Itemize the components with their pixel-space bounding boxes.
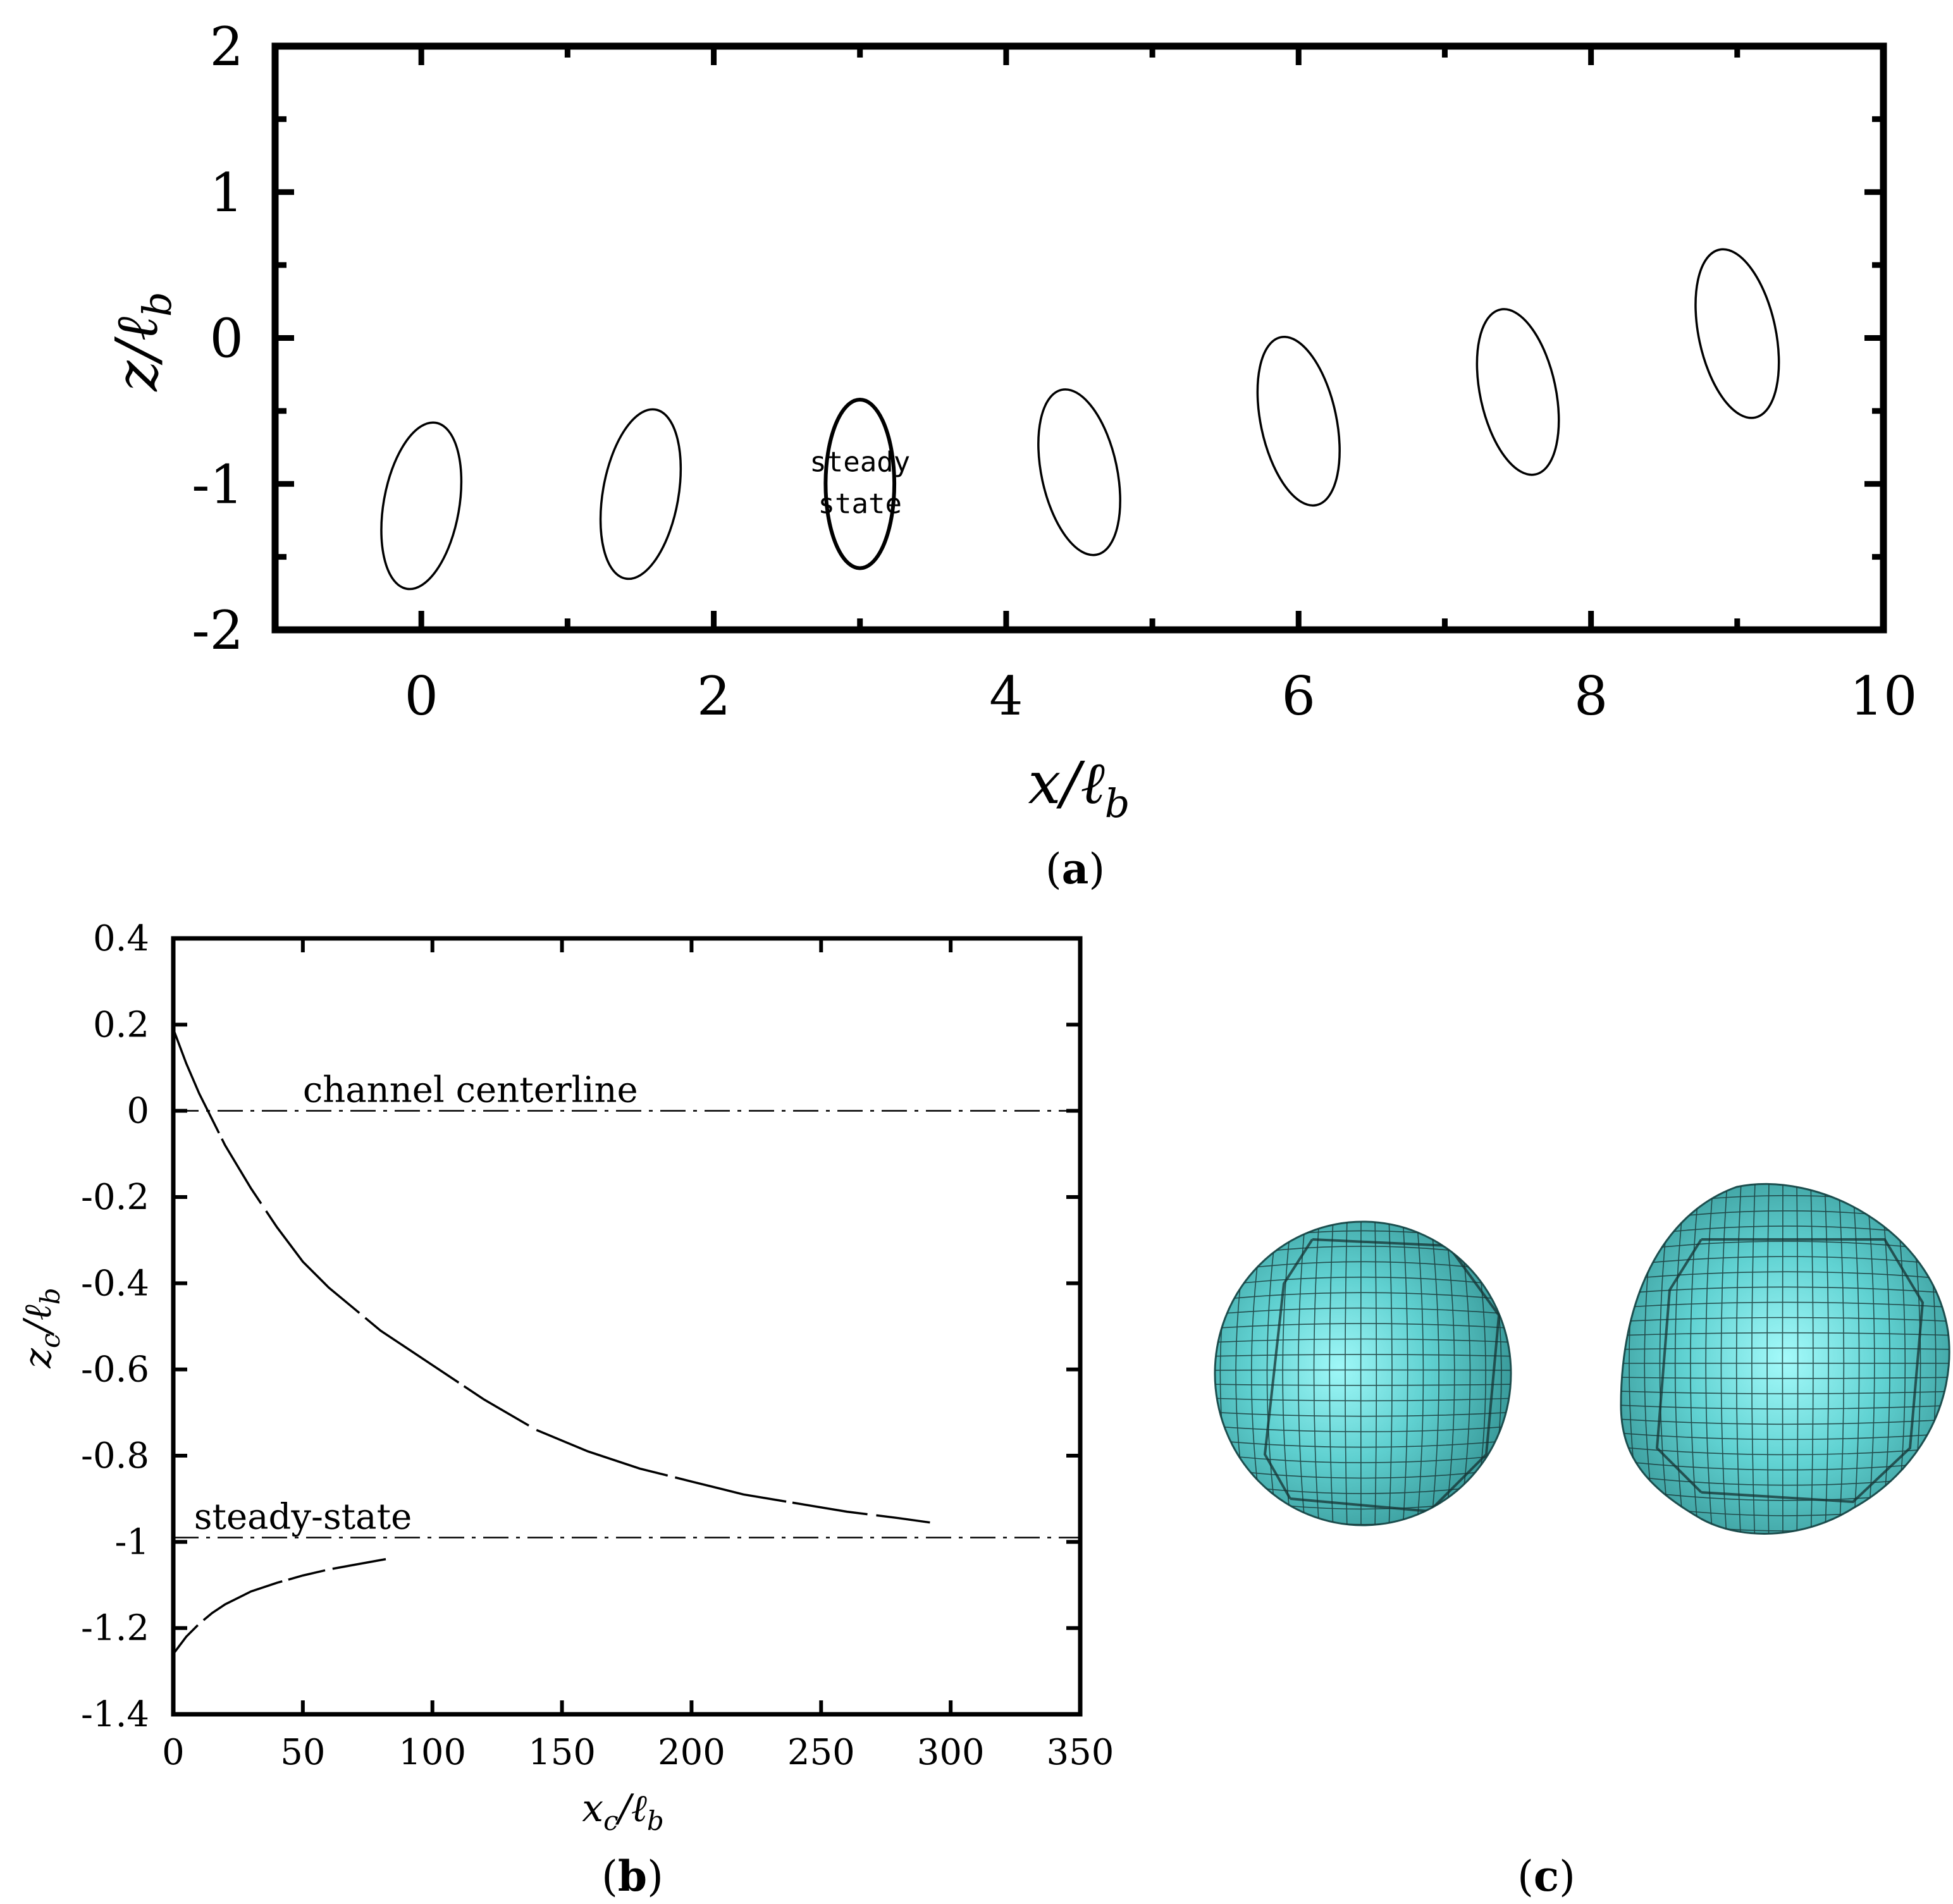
droplet-mesh-left: [1214, 1220, 1512, 1526]
y-tick-label: -1: [114, 1521, 149, 1563]
panel-a-x-tick-labels: 0 2 4 6 8 10: [404, 665, 1917, 727]
panel-a-droplet-contours: steady state: [380, 248, 1780, 591]
droplet-contour: [1694, 248, 1780, 419]
x-tick-label: 100: [398, 1732, 466, 1773]
droplet-contour: [1256, 335, 1341, 507]
x-tick-label: 50: [280, 1732, 325, 1773]
droplet-mesh-right: [1620, 1183, 1950, 1535]
y-tick-label: 0: [210, 308, 243, 370]
panel-c-label: (c): [1517, 1852, 1575, 1901]
x-tick-label: 6: [1282, 665, 1315, 727]
y-tick-label: -0.4: [81, 1263, 149, 1304]
x-tick-label: 250: [787, 1732, 855, 1773]
panel-c-droplet-renderings: (c): [1214, 1183, 1950, 1901]
panel-b-y-tick-labels: 0.4 0.2 0 -0.2 -0.4 -0.6 -0.8 -1 -1.2 -1.4: [81, 918, 149, 1735]
panel-b-chart: 0 50 100 150 200 250 300 350 0.4 0.2 0 -0.2 -0.4 -0.…: [16, 918, 1114, 1901]
trajectory-line: [172, 1028, 930, 1524]
panel-b-x-tick-labels: 0 50 100 150 200 250 300 350: [162, 1732, 1114, 1773]
droplet-contour: [380, 421, 463, 591]
panel-b-label: (b): [601, 1852, 663, 1901]
droplet-contour: [599, 408, 682, 580]
x-tick-label: 10: [1850, 665, 1918, 727]
panel-a-x-axis-title: x/ℓb: [1028, 749, 1130, 826]
y-tick-label: 0.2: [93, 1004, 149, 1045]
y-tick-label: -0.2: [81, 1177, 149, 1218]
y-tick-label: -1.4: [81, 1694, 149, 1735]
y-tick-label: -1.2: [81, 1608, 149, 1649]
x-tick-label: 0: [404, 665, 438, 727]
x-tick-label: 350: [1047, 1732, 1114, 1773]
panel-b-x-axis-title: xc/ℓb: [582, 1786, 663, 1836]
panel-b-trajectories: [172, 1028, 930, 1655]
reference-line-label: steady-state: [194, 1497, 412, 1538]
panel-a-y-tick-labels: 2 1 0 -1 -2: [192, 16, 243, 661]
y-tick-label: 0: [126, 1091, 149, 1132]
panel-a-ticks: [275, 43, 1887, 633]
panel-a-label: (a): [1045, 844, 1105, 894]
x-tick-label: 8: [1574, 665, 1608, 727]
panel-b-reference-lines: channel centerline steady-state: [173, 1070, 1080, 1539]
reference-line: steady-state: [173, 1497, 1080, 1539]
droplet-contour-steady-state: steady state: [810, 397, 910, 570]
panel-a-plot-frame: [271, 42, 1887, 634]
y-tick-label: -1: [192, 453, 243, 515]
x-tick-label: 200: [658, 1732, 725, 1773]
x-tick-label: 300: [917, 1732, 985, 1773]
x-tick-label: 2: [697, 665, 730, 727]
trajectory-line: [172, 1557, 386, 1655]
x-tick-label: 0: [162, 1732, 185, 1773]
y-tick-label: 0.4: [93, 918, 149, 959]
droplet-contour: [1037, 388, 1121, 556]
x-tick-label: 150: [528, 1732, 596, 1773]
y-tick-label: -2: [192, 599, 243, 661]
reference-line: channel centerline: [173, 1070, 1080, 1112]
panel-a-y-axis-title: z/ℓb: [103, 292, 180, 392]
steady-state-label: state: [818, 488, 902, 520]
reference-line-label: channel centerline: [303, 1070, 638, 1111]
y-tick-label: -0.6: [81, 1349, 149, 1391]
droplet-contour: [1476, 308, 1560, 476]
steady-state-label: steady: [810, 446, 910, 478]
panel-b-plot-frame: [171, 936, 1083, 1717]
y-tick-label: 1: [210, 162, 243, 224]
y-tick-label: 2: [210, 16, 243, 78]
x-tick-label: 4: [989, 665, 1023, 727]
panel-b-y-axis-title: zc/ℓb: [16, 1287, 66, 1368]
y-tick-label: -0.8: [81, 1435, 149, 1477]
panel-b-ticks: [171, 937, 1082, 1716]
